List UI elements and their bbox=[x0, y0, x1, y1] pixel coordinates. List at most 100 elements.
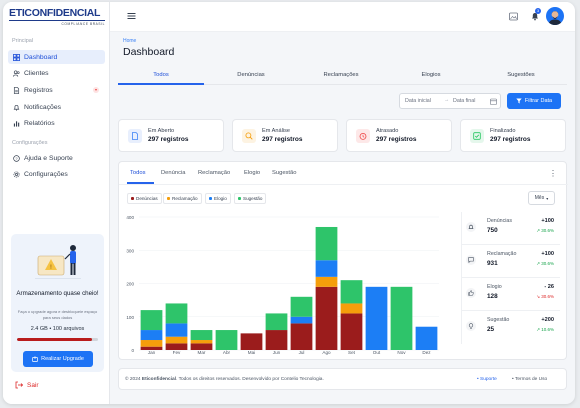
alarm-icon bbox=[356, 129, 370, 143]
stat-percent-value: 10.6% bbox=[541, 327, 554, 332]
support-link-label: Suporte bbox=[480, 377, 497, 382]
status-card-em-analise[interactable]: Em Análise 297 registros bbox=[232, 119, 338, 152]
legend-label: Reclamação bbox=[172, 196, 198, 201]
filter-date-button[interactable]: Filtrar Data bbox=[507, 93, 561, 109]
chart-tab-elogio[interactable]: Elogio bbox=[244, 170, 261, 176]
chart-tab-sugestao[interactable]: Sugestão bbox=[272, 170, 297, 176]
bar-segment bbox=[190, 330, 213, 341]
filter-icon bbox=[516, 98, 522, 104]
sidebar-item-registros[interactable]: Registros ▾ bbox=[8, 83, 105, 97]
terms-link[interactable]: • Termos de Uso bbox=[512, 377, 548, 382]
chevron-down-icon[interactable]: ▾ bbox=[93, 87, 99, 93]
calendar-icon[interactable] bbox=[490, 98, 497, 105]
menu-icon[interactable] bbox=[127, 12, 136, 20]
bar-segment bbox=[365, 286, 388, 350]
more-options-icon[interactable]: ⋮ bbox=[549, 169, 557, 178]
document-icon bbox=[128, 129, 142, 143]
y-tick-label: 200 bbox=[126, 282, 134, 287]
card-value: 297 registros bbox=[490, 136, 531, 143]
y-tick-label: 400 bbox=[126, 215, 134, 220]
bar-segment bbox=[215, 330, 238, 350]
sidebar: ETICONFIDENCIAL COMPLIANCE BRASIL Princi… bbox=[3, 2, 110, 404]
image-icon[interactable] bbox=[509, 12, 518, 21]
chart-tab-reclamacao[interactable]: Reclamação bbox=[198, 170, 231, 176]
start-date-field[interactable]: Data inicial bbox=[405, 98, 431, 104]
section-title-configuracoes: Configurações bbox=[12, 140, 48, 146]
stat-row-denuncias[interactable]: Denúncias 750 +100 ↗ 30.6% bbox=[462, 212, 560, 245]
status-card-finalizado[interactable]: Finalizado 297 registros bbox=[460, 119, 566, 152]
breadcrumb[interactable]: Home bbox=[123, 38, 137, 44]
stat-label: Reclamação bbox=[487, 251, 517, 257]
stat-value: 128 bbox=[487, 293, 498, 300]
legend-item-elogio[interactable]: Elogio bbox=[205, 193, 231, 204]
sidebar-item-dashboard[interactable]: Dashboard bbox=[8, 50, 105, 64]
sidebar-item-configuracoes[interactable]: Configurações bbox=[8, 167, 105, 181]
period-select[interactable]: Mês ▾ bbox=[528, 191, 555, 205]
end-date-field[interactable]: Data final bbox=[453, 98, 476, 104]
bar-segment bbox=[340, 280, 363, 304]
stat-percent: ↗ 30.6% bbox=[536, 228, 554, 234]
trend-up-icon: ↗ bbox=[536, 228, 542, 233]
stat-label: Elogio bbox=[487, 284, 502, 290]
logout-button[interactable]: Sair bbox=[15, 381, 39, 389]
tab-reclamacoes[interactable]: Reclamações bbox=[323, 72, 359, 78]
x-tick-label: Jun bbox=[273, 350, 281, 355]
search-icon bbox=[242, 129, 256, 143]
stat-value: 750 bbox=[487, 227, 498, 234]
stat-value: 931 bbox=[487, 260, 498, 267]
card-value: 297 registros bbox=[376, 136, 417, 143]
sidebar-item-clientes[interactable]: Clientes bbox=[8, 66, 105, 80]
avatar[interactable] bbox=[546, 7, 564, 25]
y-tick-label: 0 bbox=[131, 348, 134, 353]
y-tick-label: 300 bbox=[126, 248, 134, 253]
upgrade-button[interactable]: Realizar Upgrade bbox=[23, 351, 93, 367]
storage-card: ! Armazenamento quase cheio! Faça o upgr… bbox=[11, 234, 104, 372]
support-link[interactable]: • Suporte bbox=[477, 377, 497, 382]
legend-label: Elogio bbox=[214, 196, 227, 201]
copyright-suffix: . Todos os direitos reservados. Desenvol… bbox=[176, 377, 324, 382]
status-card-em-aberto[interactable]: Em Aberto 297 registros bbox=[118, 119, 224, 152]
storage-title: Armazenamento quase cheio! bbox=[16, 290, 99, 297]
chart-tab-denuncia[interactable]: Denúncia bbox=[161, 170, 186, 176]
brand-logo[interactable]: ETICONFIDENCIAL COMPLIANCE BRASIL bbox=[9, 8, 105, 26]
notification-count-badge: 3 bbox=[535, 8, 541, 14]
sidebar-item-notificacoes[interactable]: Notificações bbox=[8, 100, 105, 114]
status-card-atrasado[interactable]: Atrasado 297 registros bbox=[346, 119, 452, 152]
stat-label: Denúncias bbox=[487, 218, 513, 224]
tab-denuncias[interactable]: Denúncias bbox=[237, 72, 265, 78]
filter-date-label: Filtrar Data bbox=[524, 98, 553, 104]
dashboard-icon bbox=[13, 53, 20, 61]
bar-segment bbox=[165, 303, 188, 324]
tab-elogios[interactable]: Elogios bbox=[421, 72, 441, 78]
terms-link-label: Termos de Uso bbox=[514, 377, 548, 382]
legend-item-sugestao[interactable]: Sugestão bbox=[234, 193, 267, 204]
stat-row-reclamacao[interactable]: Reclamação 931 +100 ↗ 30.6% bbox=[462, 245, 560, 278]
stat-row-elogio[interactable]: Elogio 128 - 26 ↘ 30.6% bbox=[462, 278, 560, 311]
date-range-input[interactable]: Data inicial → Data final bbox=[399, 93, 501, 109]
logout-label: Sair bbox=[27, 381, 39, 389]
chart-tab-todos[interactable]: Todos bbox=[130, 170, 146, 176]
trend-down-icon: ↘ bbox=[536, 294, 542, 299]
legend-item-denuncias[interactable]: Denúncias bbox=[127, 193, 162, 204]
storage-progress-fill bbox=[17, 338, 93, 341]
x-tick-label: Abr bbox=[223, 350, 231, 355]
bar-segment bbox=[165, 343, 188, 350]
upgrade-button-label: Realizar Upgrade bbox=[41, 356, 84, 362]
storage-illustration: ! bbox=[35, 245, 81, 279]
sidebar-item-relatorios[interactable]: Relatórios bbox=[8, 116, 105, 130]
top-bar: 3 bbox=[110, 2, 575, 32]
stat-percent-value: 30.6% bbox=[541, 261, 554, 266]
sidebar-item-ajuda[interactable]: ? Ajuda e Suporte bbox=[8, 151, 105, 165]
bar-segment bbox=[415, 326, 438, 350]
stat-row-sugestao[interactable]: Sugestão 25 +200 ↗ 10.6% bbox=[462, 311, 560, 344]
tab-todos[interactable]: Todos bbox=[153, 72, 169, 78]
legend-item-reclamacao[interactable]: Reclamação bbox=[163, 193, 202, 204]
thumbs-up-icon bbox=[466, 288, 476, 298]
arrow-right-icon: → bbox=[444, 97, 450, 103]
bar-segment bbox=[165, 323, 188, 337]
notifications-bell-icon[interactable] bbox=[530, 11, 540, 21]
stacked-bar-chart: 0 100 200 300 400 Jan Fev Mar Abr Mai Jun Jul Ago Set… bbox=[126, 215, 439, 355]
chart-panel: Todos Denúncia Reclamação Elogio Sugestã… bbox=[118, 161, 568, 360]
logout-icon bbox=[15, 381, 23, 389]
tab-sugestoes[interactable]: Sugestões bbox=[507, 72, 535, 78]
